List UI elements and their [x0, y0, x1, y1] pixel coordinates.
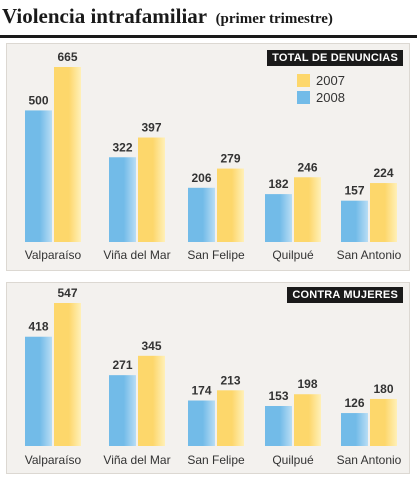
- legend-item-2008: 2008: [297, 89, 345, 106]
- value-label-2007-san-antonio: 180: [373, 382, 393, 396]
- legend: 2007 2008: [297, 72, 345, 106]
- value-label-2008-san-antonio: 126: [344, 396, 364, 410]
- bar-2007-san-antonio: [370, 398, 397, 446]
- bar-2007-vina-del-mar: [138, 355, 165, 446]
- category-label-vina-del-mar: Viña del Mar: [103, 248, 170, 262]
- category-label-valparaiso: Valparaíso: [25, 248, 82, 262]
- value-label-2008-valparaiso: 500: [28, 93, 48, 107]
- value-label-2008-quilpue: 153: [268, 389, 288, 403]
- bar-2008-quilpue: [265, 194, 292, 242]
- value-label-2007-valparaiso: 665: [57, 50, 77, 64]
- chart-panel-total: 500 665 Valparaíso 322 397 Viña del Mar 206 279…: [6, 43, 410, 271]
- legend-item-2007: 2007: [297, 72, 345, 89]
- category-label-san-antonio: San Antonio: [337, 453, 402, 467]
- chart-title-mujeres: CONTRA MUJERES: [287, 287, 403, 303]
- value-label-2007-san-felipe: 213: [220, 373, 240, 387]
- bar-2007-san-antonio: [370, 183, 397, 242]
- bar-2007-quilpue: [294, 177, 321, 242]
- chart-title-total: TOTAL DE DENUNCIAS: [267, 50, 403, 66]
- value-label-2008-vina-del-mar: 271: [112, 358, 132, 372]
- legend-swatch-2008: [297, 91, 310, 104]
- title-divider: [0, 35, 417, 38]
- category-label-san-felipe: San Felipe: [187, 248, 245, 262]
- value-label-2008-san-antonio: 157: [344, 184, 364, 198]
- bar-2007-quilpue: [294, 394, 321, 446]
- category-label-san-antonio: San Antonio: [337, 248, 402, 262]
- bar-2008-valparaiso: [25, 336, 52, 446]
- page-title: Violencia intrafamiliar: [2, 4, 208, 28]
- value-label-2008-quilpue: 182: [268, 177, 288, 191]
- value-label-2007-vina-del-mar: 345: [141, 339, 161, 353]
- category-label-san-felipe: San Felipe: [187, 453, 245, 467]
- legend-swatch-2007: [297, 74, 310, 87]
- category-label-quilpue: Quilpué: [272, 248, 314, 262]
- category-label-quilpue: Quilpué: [272, 453, 314, 467]
- bar-2008-san-antonio: [341, 413, 368, 446]
- bar-2007-san-felipe: [217, 390, 244, 446]
- bar-2008-san-antonio: [341, 200, 368, 242]
- chart-contra-mujeres: 418 547 Valparaíso 271 345 Viña del Mar 174 213…: [25, 286, 402, 467]
- legend-label-2008: 2008: [316, 90, 345, 105]
- bar-2008-quilpue: [265, 406, 292, 446]
- category-label-valparaiso: Valparaíso: [25, 453, 82, 467]
- value-label-2008-san-felipe: 174: [191, 384, 211, 398]
- value-label-2008-vina-del-mar: 322: [112, 140, 132, 154]
- bar-2007-valparaiso: [54, 303, 81, 446]
- bar-2007-valparaiso: [54, 67, 81, 242]
- value-label-2007-vina-del-mar: 397: [141, 121, 161, 135]
- bar-2008-san-felipe: [188, 187, 215, 242]
- page-subtitle: (primer trimestre): [215, 11, 333, 27]
- value-label-2007-quilpue: 246: [297, 160, 317, 174]
- value-label-2007-valparaiso: 547: [57, 286, 77, 300]
- chart-total-denuncias: 500 665 Valparaíso 322 397 Viña del Mar 206 279…: [25, 50, 402, 262]
- bar-2008-vina-del-mar: [109, 157, 136, 242]
- category-label-vina-del-mar: Viña del Mar: [103, 453, 170, 467]
- value-label-2007-san-antonio: 224: [373, 166, 393, 180]
- bar-2007-san-felipe: [217, 168, 244, 242]
- value-label-2007-quilpue: 198: [297, 377, 317, 391]
- value-label-2008-valparaiso: 418: [28, 320, 48, 334]
- bar-2008-vina-del-mar: [109, 375, 136, 446]
- bar-2008-san-felipe: [188, 400, 215, 446]
- chart-panel-mujeres: 418 547 Valparaíso 271 345 Viña del Mar 174 213…: [6, 282, 410, 474]
- chart-heading: Violencia intrafamiliar (primer trimestr…: [2, 4, 415, 34]
- legend-label-2007: 2007: [316, 73, 345, 88]
- value-label-2008-san-felipe: 206: [191, 171, 211, 185]
- bar-2008-valparaiso: [25, 110, 52, 242]
- bar-2007-vina-del-mar: [138, 137, 165, 242]
- value-label-2007-san-felipe: 279: [220, 152, 240, 166]
